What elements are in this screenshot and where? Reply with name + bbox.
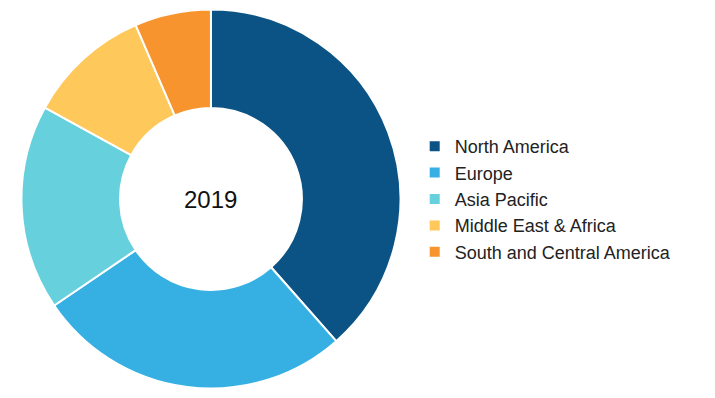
svg-text:Asia Pacific: Asia Pacific (455, 190, 548, 210)
svg-text:South and Central America: South and Central America (455, 243, 671, 263)
svg-text:Europe: Europe (455, 164, 513, 184)
svg-text:2019: 2019 (184, 186, 237, 213)
svg-text:Middle East & Africa: Middle East & Africa (455, 216, 617, 236)
svg-text:North America: North America (455, 137, 570, 157)
